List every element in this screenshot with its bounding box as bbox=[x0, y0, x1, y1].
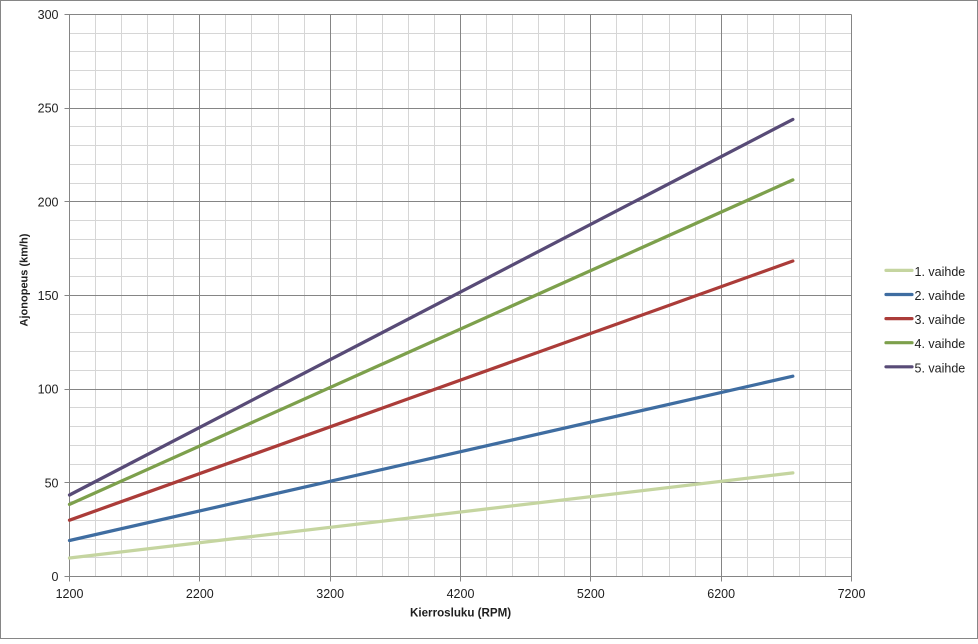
svg-text:3. vaihde: 3. vaihde bbox=[915, 313, 966, 327]
svg-text:150: 150 bbox=[38, 289, 59, 303]
svg-text:6200: 6200 bbox=[707, 587, 735, 601]
svg-text:100: 100 bbox=[38, 383, 59, 397]
svg-text:200: 200 bbox=[38, 195, 59, 209]
svg-text:Kierrosluku (RPM): Kierrosluku (RPM) bbox=[410, 607, 511, 620]
svg-text:250: 250 bbox=[38, 102, 59, 116]
svg-text:4200: 4200 bbox=[447, 587, 475, 601]
svg-text:1200: 1200 bbox=[56, 587, 84, 601]
svg-text:7200: 7200 bbox=[838, 587, 866, 601]
svg-text:1. vaihde: 1. vaihde bbox=[915, 265, 966, 279]
svg-text:5200: 5200 bbox=[577, 587, 605, 601]
svg-text:4. vaihde: 4. vaihde bbox=[915, 337, 966, 351]
svg-text:300: 300 bbox=[38, 8, 59, 22]
svg-text:50: 50 bbox=[45, 476, 59, 490]
svg-text:2200: 2200 bbox=[186, 587, 214, 601]
svg-text:0: 0 bbox=[52, 570, 59, 584]
svg-text:Ajonopeus (km/h): Ajonopeus (km/h) bbox=[19, 233, 31, 326]
svg-text:5. vaihde: 5. vaihde bbox=[915, 361, 966, 375]
svg-text:2. vaihde: 2. vaihde bbox=[915, 289, 966, 303]
svg-text:3200: 3200 bbox=[316, 587, 344, 601]
